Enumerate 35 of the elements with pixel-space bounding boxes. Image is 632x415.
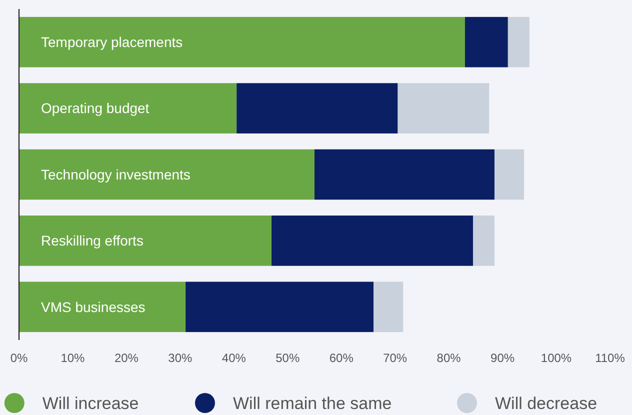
bar [186, 282, 374, 332]
x-tick-label: 100% [540, 351, 572, 365]
x-tick-label: 20% [114, 351, 139, 365]
bar [314, 149, 494, 200]
bar [19, 149, 314, 200]
y-tick-label: Technology investments [41, 166, 190, 182]
bar [19, 282, 186, 332]
bar [19, 16, 465, 68]
x-tick-label: 90% [490, 351, 515, 365]
x-tick-label: 80% [436, 351, 462, 365]
x-tick-label: 0% [10, 351, 28, 365]
x-tick-label: 40% [222, 351, 246, 365]
x-tick-label: 10% [60, 351, 86, 365]
bar [494, 149, 524, 200]
bar [19, 216, 272, 266]
x-tick-label: 110% [595, 351, 626, 365]
y-tick-label: Operating budget [41, 100, 150, 116]
legend-label: Will decrease [495, 394, 598, 413]
y-tick-label: Reskilling efforts [41, 232, 144, 249]
x-tick-label: 30% [168, 351, 193, 365]
y-tick-label: Temporary placements [41, 34, 183, 50]
bar [19, 83, 237, 134]
y-tick-label: VMS businesses [41, 298, 146, 315]
x-tick-label: 50% [276, 351, 300, 365]
bar [472, 216, 494, 266]
x-tick-label: 70% [383, 351, 408, 365]
legend-label: Will increase [42, 394, 139, 413]
bar [236, 83, 398, 134]
bar [508, 16, 530, 68]
x-tick-label: 60% [329, 351, 354, 365]
bar [398, 83, 490, 134]
bar [464, 16, 508, 68]
legend-label: Will remain the same [233, 394, 392, 413]
bar [374, 282, 404, 332]
bar [272, 216, 473, 266]
